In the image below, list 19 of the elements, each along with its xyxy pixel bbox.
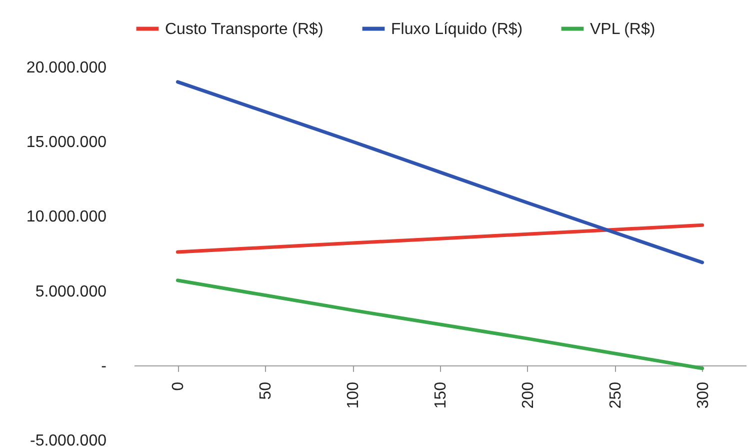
x-tick-label: 200 — [520, 382, 537, 409]
line-series — [176, 223, 704, 254]
x-tick-label: 150 — [432, 382, 450, 409]
legend-label: VPL (R$) — [590, 20, 656, 38]
y-tick-label: 10.000.000 — [26, 208, 107, 226]
x-tick-label: 50 — [258, 382, 275, 400]
y-tick-label: - — [101, 358, 106, 375]
legend-label: Fluxo Líquido (R$) — [391, 20, 523, 38]
line-series — [176, 80, 704, 264]
x-tick-label: 0 — [170, 382, 188, 391]
legend-label: Custo Transporte (R$) — [165, 20, 324, 38]
y-tick-label: 20.000.000 — [26, 60, 107, 76]
line-series — [176, 278, 704, 370]
y-tick-label: 5.000.000 — [35, 283, 107, 300]
x-tick-label: 300 — [694, 382, 712, 409]
x-tick-label: 100 — [345, 382, 362, 409]
y-tick-label: -5.000.000 — [30, 432, 107, 447]
y-tick-label: 15.000.000 — [26, 134, 107, 152]
x-tick-label: 250 — [607, 382, 624, 409]
